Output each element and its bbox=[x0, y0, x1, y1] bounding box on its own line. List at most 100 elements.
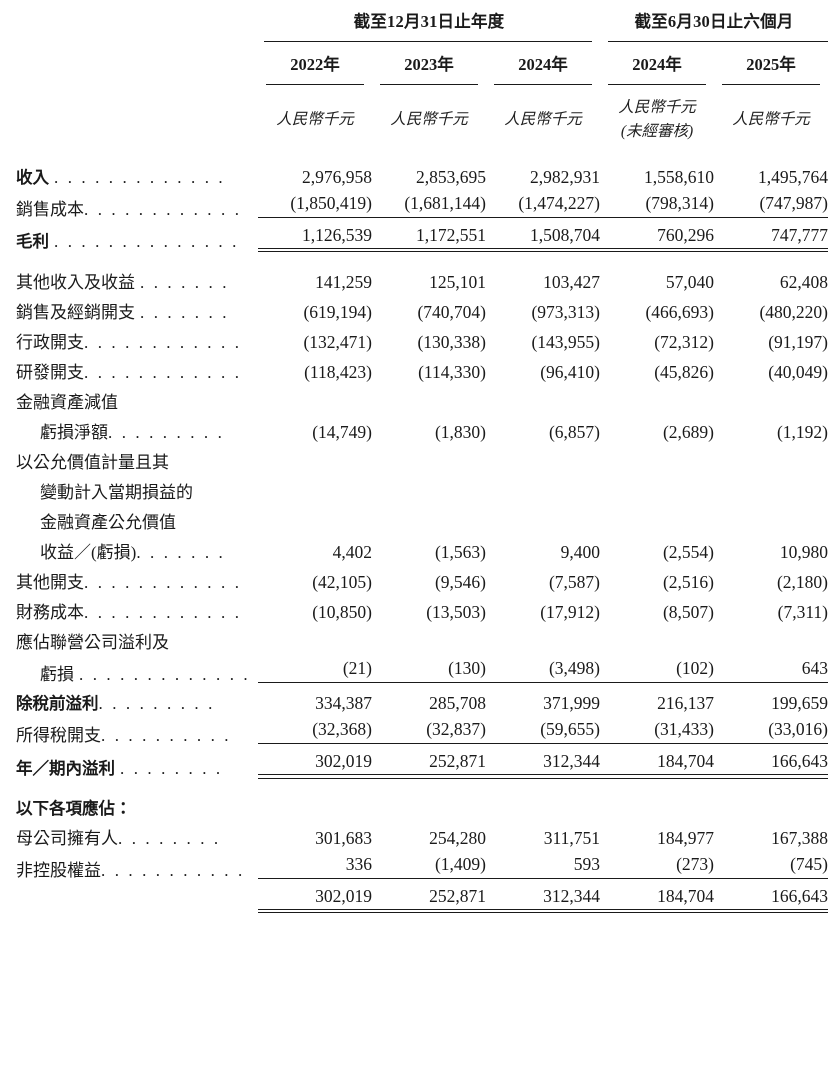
row-label-income-tax-text: 所得稅開支 bbox=[16, 726, 101, 746]
cell-fvtpl-line2-2023 bbox=[372, 476, 486, 506]
table-row: 變動計入當期損益的 bbox=[0, 476, 828, 506]
leader-dots: . . . . . . . bbox=[140, 273, 230, 293]
header-group-interim-rule bbox=[608, 36, 829, 42]
row-label-impairment-heading: 金融資產減值 bbox=[0, 386, 258, 416]
cell-selling-expenses-2023: (740,704) bbox=[417, 302, 486, 323]
cell-profit-for-period-2024h: 184,704 bbox=[600, 749, 714, 782]
cell-other-income-2025h: 62,408 bbox=[779, 272, 829, 293]
cell-associates-heading-2024 bbox=[486, 626, 600, 656]
table-row: 年／期內溢利 . . . . . . . . 302,019 252,871 31… bbox=[0, 749, 829, 782]
row-label-selling-expenses-text: 銷售及經銷開支 bbox=[16, 303, 135, 323]
cell-income-tax-2023: (32,837) bbox=[372, 717, 486, 749]
row-label-profit-before-tax-text: 除稅前溢利 bbox=[16, 695, 99, 714]
header-year-2023-label: 2023年 bbox=[404, 55, 454, 74]
cell-profit-before-tax-2023: 285,708 bbox=[429, 693, 486, 714]
header-unit-2025-interim-line1: 人民幣千元 bbox=[732, 111, 810, 128]
cell-impairment-heading-2023 bbox=[372, 386, 486, 416]
cell-fvtpl-line1-2024h bbox=[600, 446, 714, 476]
table-row: 銷售及經銷開支. . . . . . . (619,194) (740,704)… bbox=[0, 296, 828, 326]
row-label-associates-heading-text: 應佔聯營公司溢利及 bbox=[16, 633, 169, 653]
cell-fvtpl-line3-2022 bbox=[258, 506, 372, 536]
header-unit-2022-line1: 人民幣千元 bbox=[276, 111, 354, 128]
cell-cost-of-sales-2025h: (747,987) bbox=[714, 190, 829, 222]
cell-nci-2022: 336 bbox=[258, 851, 372, 883]
cell-income-tax-2024h: (31,433) bbox=[600, 717, 714, 749]
row-label-finance-costs-text: 財務成本 bbox=[16, 603, 84, 623]
header-group-annual-rule bbox=[264, 36, 592, 42]
row-label-other-expenses-text: 其他開支 bbox=[16, 573, 84, 593]
cell-attributable-total-2024: 312,344 bbox=[486, 883, 600, 916]
row-label-associates-heading: 應佔聯營公司溢利及 bbox=[0, 626, 258, 656]
leader-dots: . . . . . . . . . . . . bbox=[84, 363, 242, 383]
table-row: 毛利. . . . . . . . . . . . . . 1,126,539 … bbox=[0, 222, 829, 255]
cell-attributable-total-2022: 302,019 bbox=[258, 883, 372, 916]
leader-dots: . . . . . . . . . bbox=[108, 423, 225, 443]
table-row: 虧損淨額. . . . . . . . . (14,749) (1,830) (… bbox=[0, 416, 828, 446]
cell-fvtpl-line1-2023 bbox=[372, 446, 486, 476]
header-unit-2024-interim-line2: (未經審核) bbox=[620, 123, 694, 141]
leader-dots: . . . . . . . . bbox=[120, 758, 223, 778]
income-statement-table: 截至12月31日止年度 截至6月30日止六個月 2022年 2023年 bbox=[0, 0, 829, 916]
cell-finance-costs-2024h: (8,507) bbox=[662, 602, 714, 623]
cell-admin-expenses-2024: (143,955) bbox=[531, 332, 600, 353]
table-row: 行政開支. . . . . . . . . . . . (132,471) (1… bbox=[0, 326, 828, 356]
table-row: 以公允價值計量且其 bbox=[0, 446, 828, 476]
leader-dots: . . . . . . . bbox=[140, 303, 230, 323]
row-label-attributable-total bbox=[0, 883, 258, 916]
cell-impairment-2024: (6,857) bbox=[548, 422, 600, 443]
row-label-associates-loss: 虧損. . . . . . . . . . . . . bbox=[0, 656, 258, 688]
header-year-2024-interim: 2024年 bbox=[600, 45, 714, 87]
cell-other-expenses-2025h: (2,180) bbox=[776, 572, 829, 593]
cell-associates-heading-2025h bbox=[714, 626, 828, 656]
header-group-annual-label: 截至12月31日止年度 bbox=[353, 12, 505, 31]
cell-gross-profit-2024: 1,508,704 bbox=[486, 222, 600, 255]
cell-associates-2024h: (102) bbox=[600, 656, 714, 688]
cell-associates-2023: (130) bbox=[372, 656, 486, 688]
row-label-fvtpl-line2-text: 變動計入當期損益的 bbox=[40, 483, 193, 503]
header-corner-spacer bbox=[0, 0, 258, 45]
cell-impairment-heading-2022 bbox=[258, 386, 372, 416]
cell-income-tax-2025h: (33,016) bbox=[714, 717, 829, 749]
cell-cost-of-sales-2023: (1,681,144) bbox=[372, 190, 486, 222]
table-row: 302,019 252,871 312,344 184,704 166,643 bbox=[0, 883, 829, 916]
cell-attributable-total-2024h: 184,704 bbox=[600, 883, 714, 916]
table-row: 母公司擁有人. . . . . . . . 301,683 254,280 31… bbox=[0, 821, 828, 851]
cell-attributable-total-2023: 252,871 bbox=[372, 883, 486, 916]
cell-fvtpl-line2-2025h bbox=[714, 476, 828, 506]
leader-dots: . . . . . . . . bbox=[118, 828, 221, 848]
header-year-2025-interim-label: 2025年 bbox=[746, 55, 796, 74]
row-label-owners-of-parent-text: 母公司擁有人 bbox=[16, 828, 118, 848]
cell-owners-of-parent-2025h: 167,388 bbox=[771, 827, 829, 848]
table-body: 收入 . . . . . . . . . . . . . 2,976,958 2,… bbox=[0, 144, 829, 916]
row-label-gross-profit: 毛利 . . . . . . . . . . . . . . bbox=[0, 222, 258, 255]
header-unit-2022: 人民幣千元 bbox=[258, 87, 372, 144]
cell-profit-before-tax-2024h: 216,137 bbox=[657, 693, 714, 714]
cell-fvtpl-line1-2024 bbox=[486, 446, 600, 476]
cell-attributable-heading-2022 bbox=[258, 792, 372, 821]
leader-dots: . . . . . . . . . . . . . bbox=[79, 665, 251, 685]
cell-cost-of-sales-2022: (1,850,419) bbox=[258, 190, 372, 222]
row-label-impairment-heading-text: 金融資產減值 bbox=[16, 393, 118, 413]
row-label-attributable-heading: 以下各項應佔： bbox=[0, 792, 258, 821]
row-label-gross-profit-text: 毛利 bbox=[16, 233, 49, 252]
cell-owners-of-parent-2024h: 184,977 bbox=[657, 827, 714, 848]
cell-owners-of-parent-2023: 254,280 bbox=[429, 827, 486, 848]
cell-fvtpl-line1-2022 bbox=[258, 446, 372, 476]
cell-profit-for-period-2025h: 166,643 bbox=[714, 749, 829, 782]
cell-nci-2024h: (273) bbox=[600, 851, 714, 883]
row-label-revenue: 收入 . . . . . . . . . . . . . bbox=[0, 161, 258, 190]
header-unit-2023-line1: 人民幣千元 bbox=[390, 111, 468, 128]
header-year-2023-rule bbox=[380, 79, 478, 85]
row-label-other-income: 其他收入及收益. . . . . . . bbox=[0, 266, 258, 296]
cell-other-expenses-2024h: (2,516) bbox=[662, 572, 714, 593]
row-label-revenue-text: 收入 bbox=[16, 168, 49, 187]
cell-fvtpl-line2-2022 bbox=[258, 476, 372, 506]
row-label-rd-expenses: 研發開支. . . . . . . . . . . . bbox=[0, 356, 258, 386]
cell-other-income-2024h: 57,040 bbox=[665, 272, 714, 293]
cell-admin-expenses-2025h: (91,197) bbox=[768, 332, 829, 353]
cell-admin-expenses-2024h: (72,312) bbox=[654, 332, 714, 353]
header-unit-spacer bbox=[0, 87, 258, 144]
cell-rd-expenses-2025h: (40,049) bbox=[768, 362, 829, 383]
cell-selling-expenses-2022: (619,194) bbox=[303, 302, 372, 323]
cell-other-income-2023: 125,101 bbox=[429, 272, 486, 293]
